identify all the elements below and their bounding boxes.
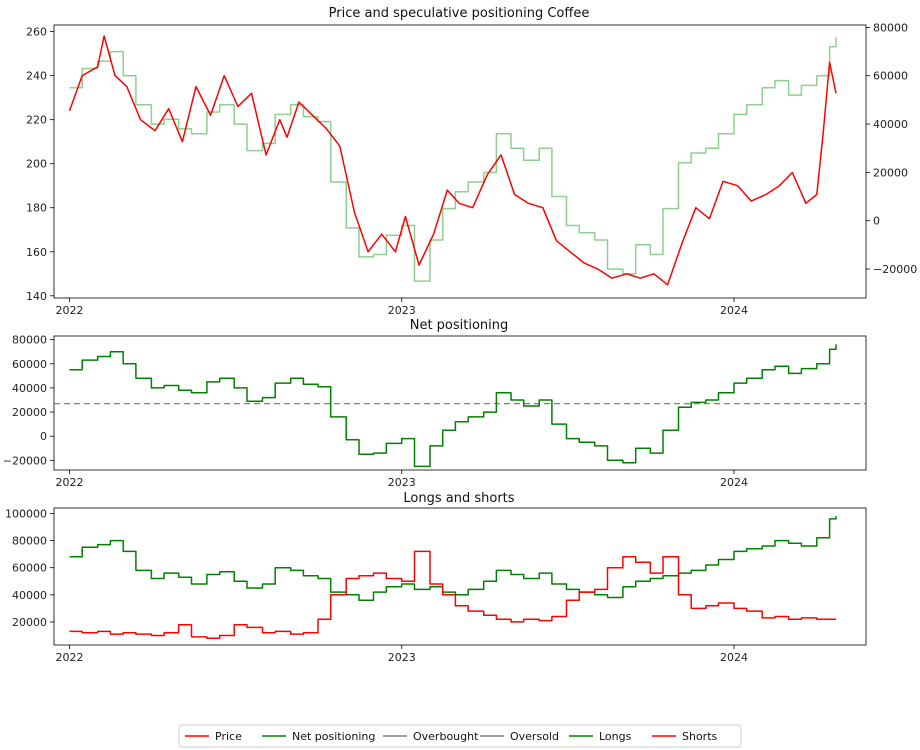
y2-tick-label: 0 (873, 215, 880, 228)
y-tick-label: 80000 (12, 535, 47, 548)
legend-label: Oversold (510, 730, 559, 743)
legend-items: Price Net positioning Overbought Oversold Lo… (185, 730, 718, 743)
y-tick-label: 40000 (12, 382, 47, 395)
series-line-net-positioning (69, 344, 837, 468)
x-tick-label: 2023 (388, 304, 416, 317)
chart-marks: 2022 2023 2024 −20000 0 20000 40000 60000 80000 (3, 334, 866, 489)
x-tick-label: 2024 (720, 304, 748, 317)
plot-frame (53, 24, 867, 299)
chart-marks: 2022 2023 2024 20000 40000 60000 80000 100000 (5, 507, 837, 664)
y-tick-label: 160 (26, 246, 47, 259)
x-tick-label: 2023 (388, 476, 416, 489)
x-tick-label: 2022 (55, 476, 83, 489)
x-tick-label: 2023 (388, 651, 416, 664)
y-tick-label: 260 (26, 26, 47, 39)
legend-label: Overbought (413, 730, 479, 743)
y-tick-label: 60000 (12, 358, 47, 371)
x-tick-label: 2022 (55, 651, 83, 664)
y2-tick-label: 40000 (873, 118, 908, 131)
y-tick-label: 20000 (12, 616, 47, 629)
y-tick-label: 220 (26, 114, 47, 127)
plot-frame (53, 507, 867, 646)
price-positioning-panel: Price and speculative positioning Coffee… (26, 6, 917, 317)
y-tick-label: 20000 (12, 406, 47, 419)
y-tick-label: 240 (26, 70, 47, 83)
y-tick-label: −20000 (3, 454, 47, 467)
y-tick-label: 80000 (12, 334, 47, 347)
legend: Price Net positioning Overbought Oversold Lo… (178, 724, 742, 748)
y-tick-label: 200 (26, 158, 47, 171)
net-positioning-panel: Net positioning 2022 2023 2024 −20000 0 20000… (3, 318, 867, 489)
chart-title: Price and speculative positioning Coffee (329, 6, 590, 21)
y2-tick-label: 60000 (873, 70, 908, 83)
series-line-shorts (69, 550, 836, 639)
y2-tick-label: −20000 (873, 263, 917, 276)
y-tick-label: 0 (40, 430, 47, 443)
legend-label: Price (215, 730, 242, 743)
y2-tick-label: 80000 (873, 21, 908, 34)
series-line-net-positioning (69, 37, 837, 282)
legend-frame (178, 724, 742, 748)
series-line-price (68, 35, 837, 286)
chart-title: Net positioning (410, 318, 509, 333)
chart-marks: 2022 2023 2024 140 160 180 200 220 240 260 −20000 0… (26, 21, 917, 317)
y2-tick-label: 20000 (873, 166, 908, 179)
legend-label: Shorts (682, 730, 718, 743)
chart-title: Longs and shorts (403, 491, 514, 506)
y-tick-label: 100000 (5, 507, 47, 520)
y-tick-label: 40000 (12, 589, 47, 602)
x-tick-label: 2022 (55, 304, 83, 317)
longs-shorts-panel: Longs and shorts 2022 2023 2024 20000 40000 6… (5, 491, 867, 664)
y-tick-label: 140 (26, 290, 47, 303)
legend-label: Longs (599, 730, 632, 743)
x-tick-label: 2024 (720, 651, 748, 664)
y-tick-label: 180 (26, 202, 47, 215)
y-tick-label: 60000 (12, 562, 47, 575)
legend-label: Net positioning (292, 730, 375, 743)
x-tick-label: 2024 (720, 476, 748, 489)
series-line-longs (69, 516, 837, 601)
